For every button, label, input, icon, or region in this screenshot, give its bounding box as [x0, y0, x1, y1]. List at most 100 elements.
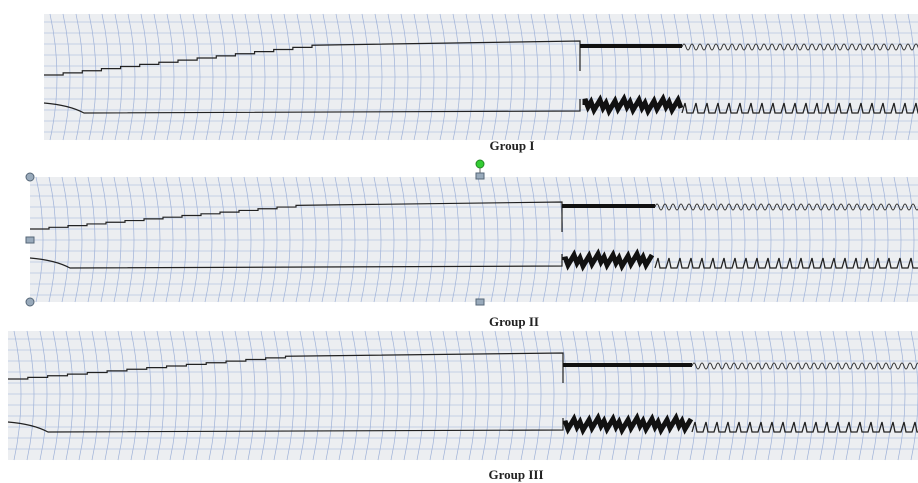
- trace-wave: [654, 203, 918, 211]
- grid-arc: [78, 330, 87, 461]
- grid-arc: [803, 13, 812, 141]
- grid-arc: [322, 13, 331, 141]
- grid-arc: [438, 176, 447, 303]
- grid-arc: [269, 176, 278, 303]
- grid-arc: [711, 176, 720, 303]
- grid-arc: [204, 176, 213, 303]
- grid-arc: [439, 13, 448, 141]
- grid-arc: [776, 176, 785, 303]
- trace: [44, 40, 581, 76]
- grid-arc: [299, 330, 308, 461]
- grid-arc: [91, 330, 100, 461]
- grid-arc: [26, 330, 35, 461]
- grid-arc: [572, 330, 581, 461]
- grid-arc: [676, 330, 685, 461]
- grid-arc: [61, 176, 70, 303]
- grid-arc: [897, 330, 906, 461]
- grid-arc: [659, 176, 668, 303]
- grid-arc: [390, 330, 399, 461]
- grid-arc: [52, 330, 61, 461]
- grid-arc: [348, 13, 357, 141]
- grid-arc: [559, 330, 568, 461]
- handle[interactable]: [475, 298, 485, 306]
- trace: [43, 99, 581, 114]
- grid-arc: [13, 330, 22, 461]
- grid-arc: [829, 13, 838, 141]
- grid-arc: [750, 176, 759, 303]
- grid-arc: [296, 13, 305, 141]
- grid-arc: [412, 176, 421, 303]
- grid-arc: [127, 13, 136, 141]
- grid-arc: [751, 13, 760, 141]
- grid-arc: [74, 176, 83, 303]
- grid-arc: [101, 13, 110, 141]
- grid-arc: [139, 176, 148, 303]
- grid-arc: [455, 330, 464, 461]
- grid-arc: [556, 13, 565, 141]
- grid-arc: [243, 176, 252, 303]
- grid-arc: [48, 176, 57, 303]
- rotate-handle[interactable]: [475, 159, 485, 169]
- caption: Group III: [488, 467, 543, 482]
- grid-arc: [387, 13, 396, 141]
- grid-arc: [777, 13, 786, 141]
- handle[interactable]: [25, 172, 35, 182]
- grid-arc: [841, 176, 850, 303]
- grid-arc: [533, 330, 542, 461]
- grid-arc: [672, 176, 681, 303]
- grid-arc: [113, 176, 122, 303]
- grid-arc: [218, 13, 227, 141]
- grid-arc: [907, 13, 916, 141]
- selection-handles[interactable]: [25, 159, 485, 307]
- grid-arc: [543, 13, 552, 141]
- grid-arc: [230, 176, 239, 303]
- scribble: [582, 93, 684, 117]
- grid-arc: [650, 330, 659, 461]
- grid-arc: [517, 13, 526, 141]
- grid-arc: [790, 13, 799, 141]
- grid-arc: [256, 176, 265, 303]
- handle[interactable]: [25, 236, 35, 244]
- grid-arc: [490, 176, 499, 303]
- grid-arc: [725, 13, 734, 141]
- handle[interactable]: [475, 172, 485, 180]
- grid-arc: [416, 330, 425, 461]
- grid-arc: [867, 176, 876, 303]
- grid-arc: [169, 330, 178, 461]
- grid-arc: [117, 330, 126, 461]
- paper-strip: [30, 177, 918, 302]
- grid-arc: [530, 13, 539, 141]
- grid-arc: [205, 13, 214, 141]
- handle[interactable]: [25, 297, 35, 307]
- grid-arc: [546, 330, 555, 461]
- grid-arc: [49, 13, 58, 141]
- trace-saw: [681, 102, 918, 114]
- grid-arc: [894, 13, 903, 141]
- grid-arc: [217, 176, 226, 303]
- grid-arc: [335, 13, 344, 141]
- grid-arc: [598, 330, 607, 461]
- grid-arc: [195, 330, 204, 461]
- grid-arc: [192, 13, 201, 141]
- grid-arc: [855, 13, 864, 141]
- grid-arc: [581, 176, 590, 303]
- grid-arc: [400, 13, 409, 141]
- grid-arc: [88, 13, 97, 141]
- grid-arc: [425, 176, 434, 303]
- grid-arc: [286, 330, 295, 461]
- grid-arc: [764, 13, 773, 141]
- grid-arc: [426, 13, 435, 141]
- grid-arc: [568, 176, 577, 303]
- grid-arc: [152, 176, 161, 303]
- grid-arc: [208, 330, 217, 461]
- grid-arc: [468, 330, 477, 461]
- grid-arc: [724, 176, 733, 303]
- grid-arc: [442, 330, 451, 461]
- grid-arc: [793, 330, 802, 461]
- grid-arc: [881, 13, 890, 141]
- grid-arc: [429, 330, 438, 461]
- grid-arc: [234, 330, 243, 461]
- grid-arc: [114, 13, 123, 141]
- grid-arc: [595, 13, 604, 141]
